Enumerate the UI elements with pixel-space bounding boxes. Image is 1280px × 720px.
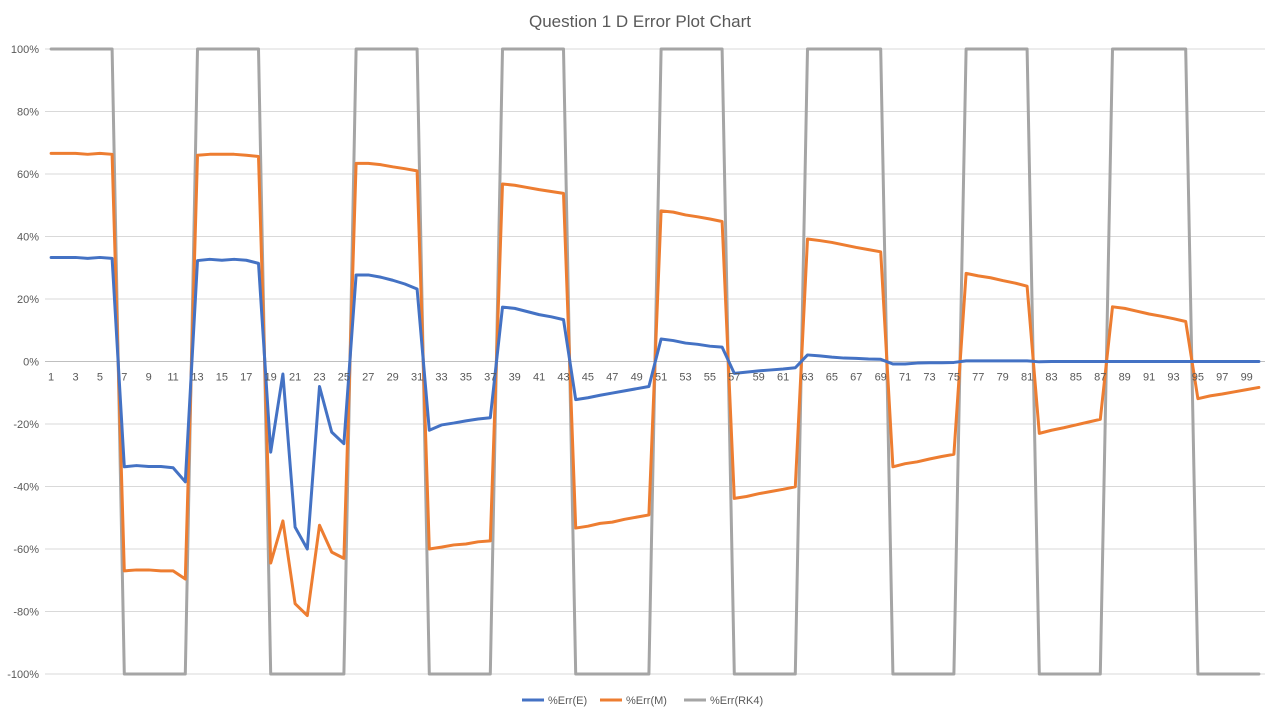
x-tick-label: 49	[631, 372, 643, 384]
y-tick-label: -100%	[7, 669, 39, 681]
x-tick-label: 41	[533, 372, 545, 384]
x-tick-label: 81	[1021, 372, 1033, 384]
series-line-%Err(E)	[49, 255, 1261, 551]
x-tick-label: 89	[1119, 372, 1131, 384]
y-axis-tick-labels: -100% -80% -60% -40% -20% 0% 20% 40% 60% 80% 100%	[7, 44, 39, 681]
legend-item: %Err(RK4)	[684, 695, 763, 707]
y-tick-label: 100%	[11, 44, 39, 56]
x-tick-label: 63	[801, 372, 813, 384]
y-tick-label: 0%	[23, 357, 39, 369]
legend-label: %Err(E)	[548, 695, 587, 707]
x-tick-label: 17	[240, 372, 252, 384]
y-tick-label: 60%	[17, 169, 39, 181]
x-tick-label: 97	[1216, 372, 1228, 384]
y-tick-label: -20%	[13, 419, 39, 431]
x-tick-label: 1	[48, 372, 54, 384]
x-tick-label: 13	[191, 372, 203, 384]
legend-item: %Err(M)	[600, 695, 667, 707]
x-tick-label: 19	[265, 372, 277, 384]
legend-item: %Err(E)	[522, 695, 587, 707]
x-tick-label: 27	[362, 372, 374, 384]
x-tick-label: 55	[704, 372, 716, 384]
x-tick-label: 73	[923, 372, 935, 384]
legend-label: %Err(RK4)	[710, 695, 763, 707]
x-tick-label: 69	[875, 372, 887, 384]
x-tick-label: 3	[72, 372, 78, 384]
x-tick-label: 45	[582, 372, 594, 384]
legend: %Err(E) %Err(M) %Err(RK4)	[522, 695, 763, 707]
x-tick-label: 95	[1192, 372, 1204, 384]
x-tick-label: 43	[557, 372, 569, 384]
x-tick-label: 65	[826, 372, 838, 384]
x-tick-label: 71	[899, 372, 911, 384]
x-tick-label: 25	[338, 372, 350, 384]
x-tick-label: 7	[121, 372, 127, 384]
x-tick-label: 47	[606, 372, 618, 384]
x-tick-label: 77	[972, 372, 984, 384]
y-tick-label: -60%	[13, 544, 39, 556]
x-tick-label: 67	[850, 372, 862, 384]
x-tick-label: 29	[387, 372, 399, 384]
x-tick-label: 51	[655, 372, 667, 384]
x-tick-label: 33	[435, 372, 447, 384]
x-tick-label: 83	[1045, 372, 1057, 384]
x-tick-label: 99	[1241, 372, 1253, 384]
x-tick-label: 91	[1143, 372, 1155, 384]
x-tick-label: 37	[484, 372, 496, 384]
x-tick-label: 59	[753, 372, 765, 384]
x-tick-label: 53	[679, 372, 691, 384]
x-tick-label: 35	[460, 372, 472, 384]
x-tick-label: 85	[1070, 372, 1082, 384]
x-tick-label: 21	[289, 372, 301, 384]
x-tick-label: 11	[167, 372, 178, 384]
x-tick-label: 87	[1094, 372, 1106, 384]
x-tick-label: 15	[216, 372, 228, 384]
x-tick-label: 31	[411, 372, 423, 384]
x-axis-tick-labels: 1 3 5 7 9 11 13 15 17 19 21 23 25 27 29 31 33 35 37 39 41 43 4…	[48, 372, 1253, 384]
x-tick-label: 93	[1167, 372, 1179, 384]
y-tick-label: 20%	[17, 294, 39, 306]
x-tick-label: 39	[509, 372, 521, 384]
series-line-%Err(M)	[49, 151, 1261, 618]
legend-label: %Err(M)	[626, 695, 667, 707]
y-tick-label: 80%	[17, 107, 39, 119]
x-tick-label: 9	[146, 372, 152, 384]
plot-area	[49, 47, 1261, 676]
x-tick-label: 61	[777, 372, 789, 384]
x-tick-label: 23	[313, 372, 325, 384]
y-tick-label: -40%	[13, 482, 39, 494]
chart-title: Question 1 D Error Plot Chart	[529, 12, 751, 31]
y-tick-label: -80%	[13, 607, 39, 619]
y-tick-label: 40%	[17, 232, 39, 244]
x-tick-label: 57	[728, 372, 740, 384]
x-tick-label: 79	[997, 372, 1009, 384]
x-tick-label: 75	[948, 372, 960, 384]
x-tick-label: 5	[97, 372, 103, 384]
